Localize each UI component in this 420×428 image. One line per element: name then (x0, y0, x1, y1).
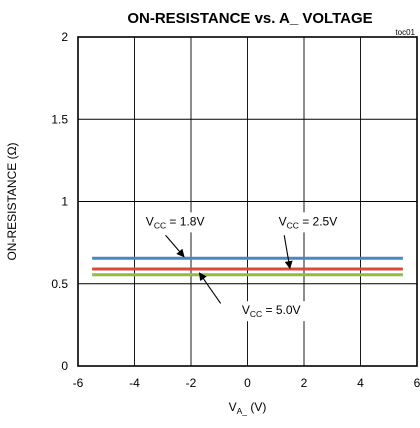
annotation-arrow-2 (283, 235, 293, 270)
y-axis-label: ON-RESISTANCE (Ω) (5, 142, 19, 260)
x-axis-label-main: V (229, 400, 237, 414)
x-ticks: -6 -4 -2 0 2 4 6 (73, 376, 420, 390)
annotation-label-2: VCC = 2.5V (279, 214, 338, 230)
annotation-arrow-3 (198, 272, 222, 304)
grid (78, 37, 417, 366)
x-tick-label: -4 (129, 376, 140, 390)
annotation-bg-3 (238, 301, 313, 322)
x-axis-label: VA_ (V) (229, 400, 267, 416)
annotation-label-1: VCC = 1.8V (146, 214, 205, 230)
x-tick-label: 4 (357, 376, 364, 390)
y-ticks: 0 0.5 1 1.5 2 (51, 30, 68, 373)
plot-frame (77, 36, 418, 367)
x-tick-label: -6 (73, 376, 84, 390)
x-tick-label: -2 (186, 376, 197, 390)
annotation-bg-2 (275, 212, 350, 233)
y-tick-label: 1 (61, 195, 68, 209)
y-tick-label: 0 (61, 359, 68, 373)
x-tick-label: 0 (244, 376, 251, 390)
x-axis-label-unit: (V) (247, 400, 266, 414)
x-tick-label: 6 (414, 376, 420, 390)
chart-title: ON-RESISTANCE vs. A_ VOLTAGE (127, 10, 372, 27)
y-tick-label: 0.5 (51, 277, 68, 291)
x-axis-label-sub: A_ (237, 406, 248, 416)
annotation-arrow-1 (165, 234, 185, 258)
y-tick-label: 1.5 (51, 112, 68, 126)
annotation-bg-1 (142, 212, 217, 233)
y-tick-label: 2 (61, 30, 68, 44)
x-tick-label: 2 (301, 376, 308, 390)
figure-id: toc01 (395, 28, 415, 37)
annotations-group: VCC = 1.8V VCC = 2.5V VCC = 5.0V (142, 212, 350, 322)
series-group (92, 256, 403, 277)
annotation-label-3: VCC = 5.0V (242, 303, 301, 319)
